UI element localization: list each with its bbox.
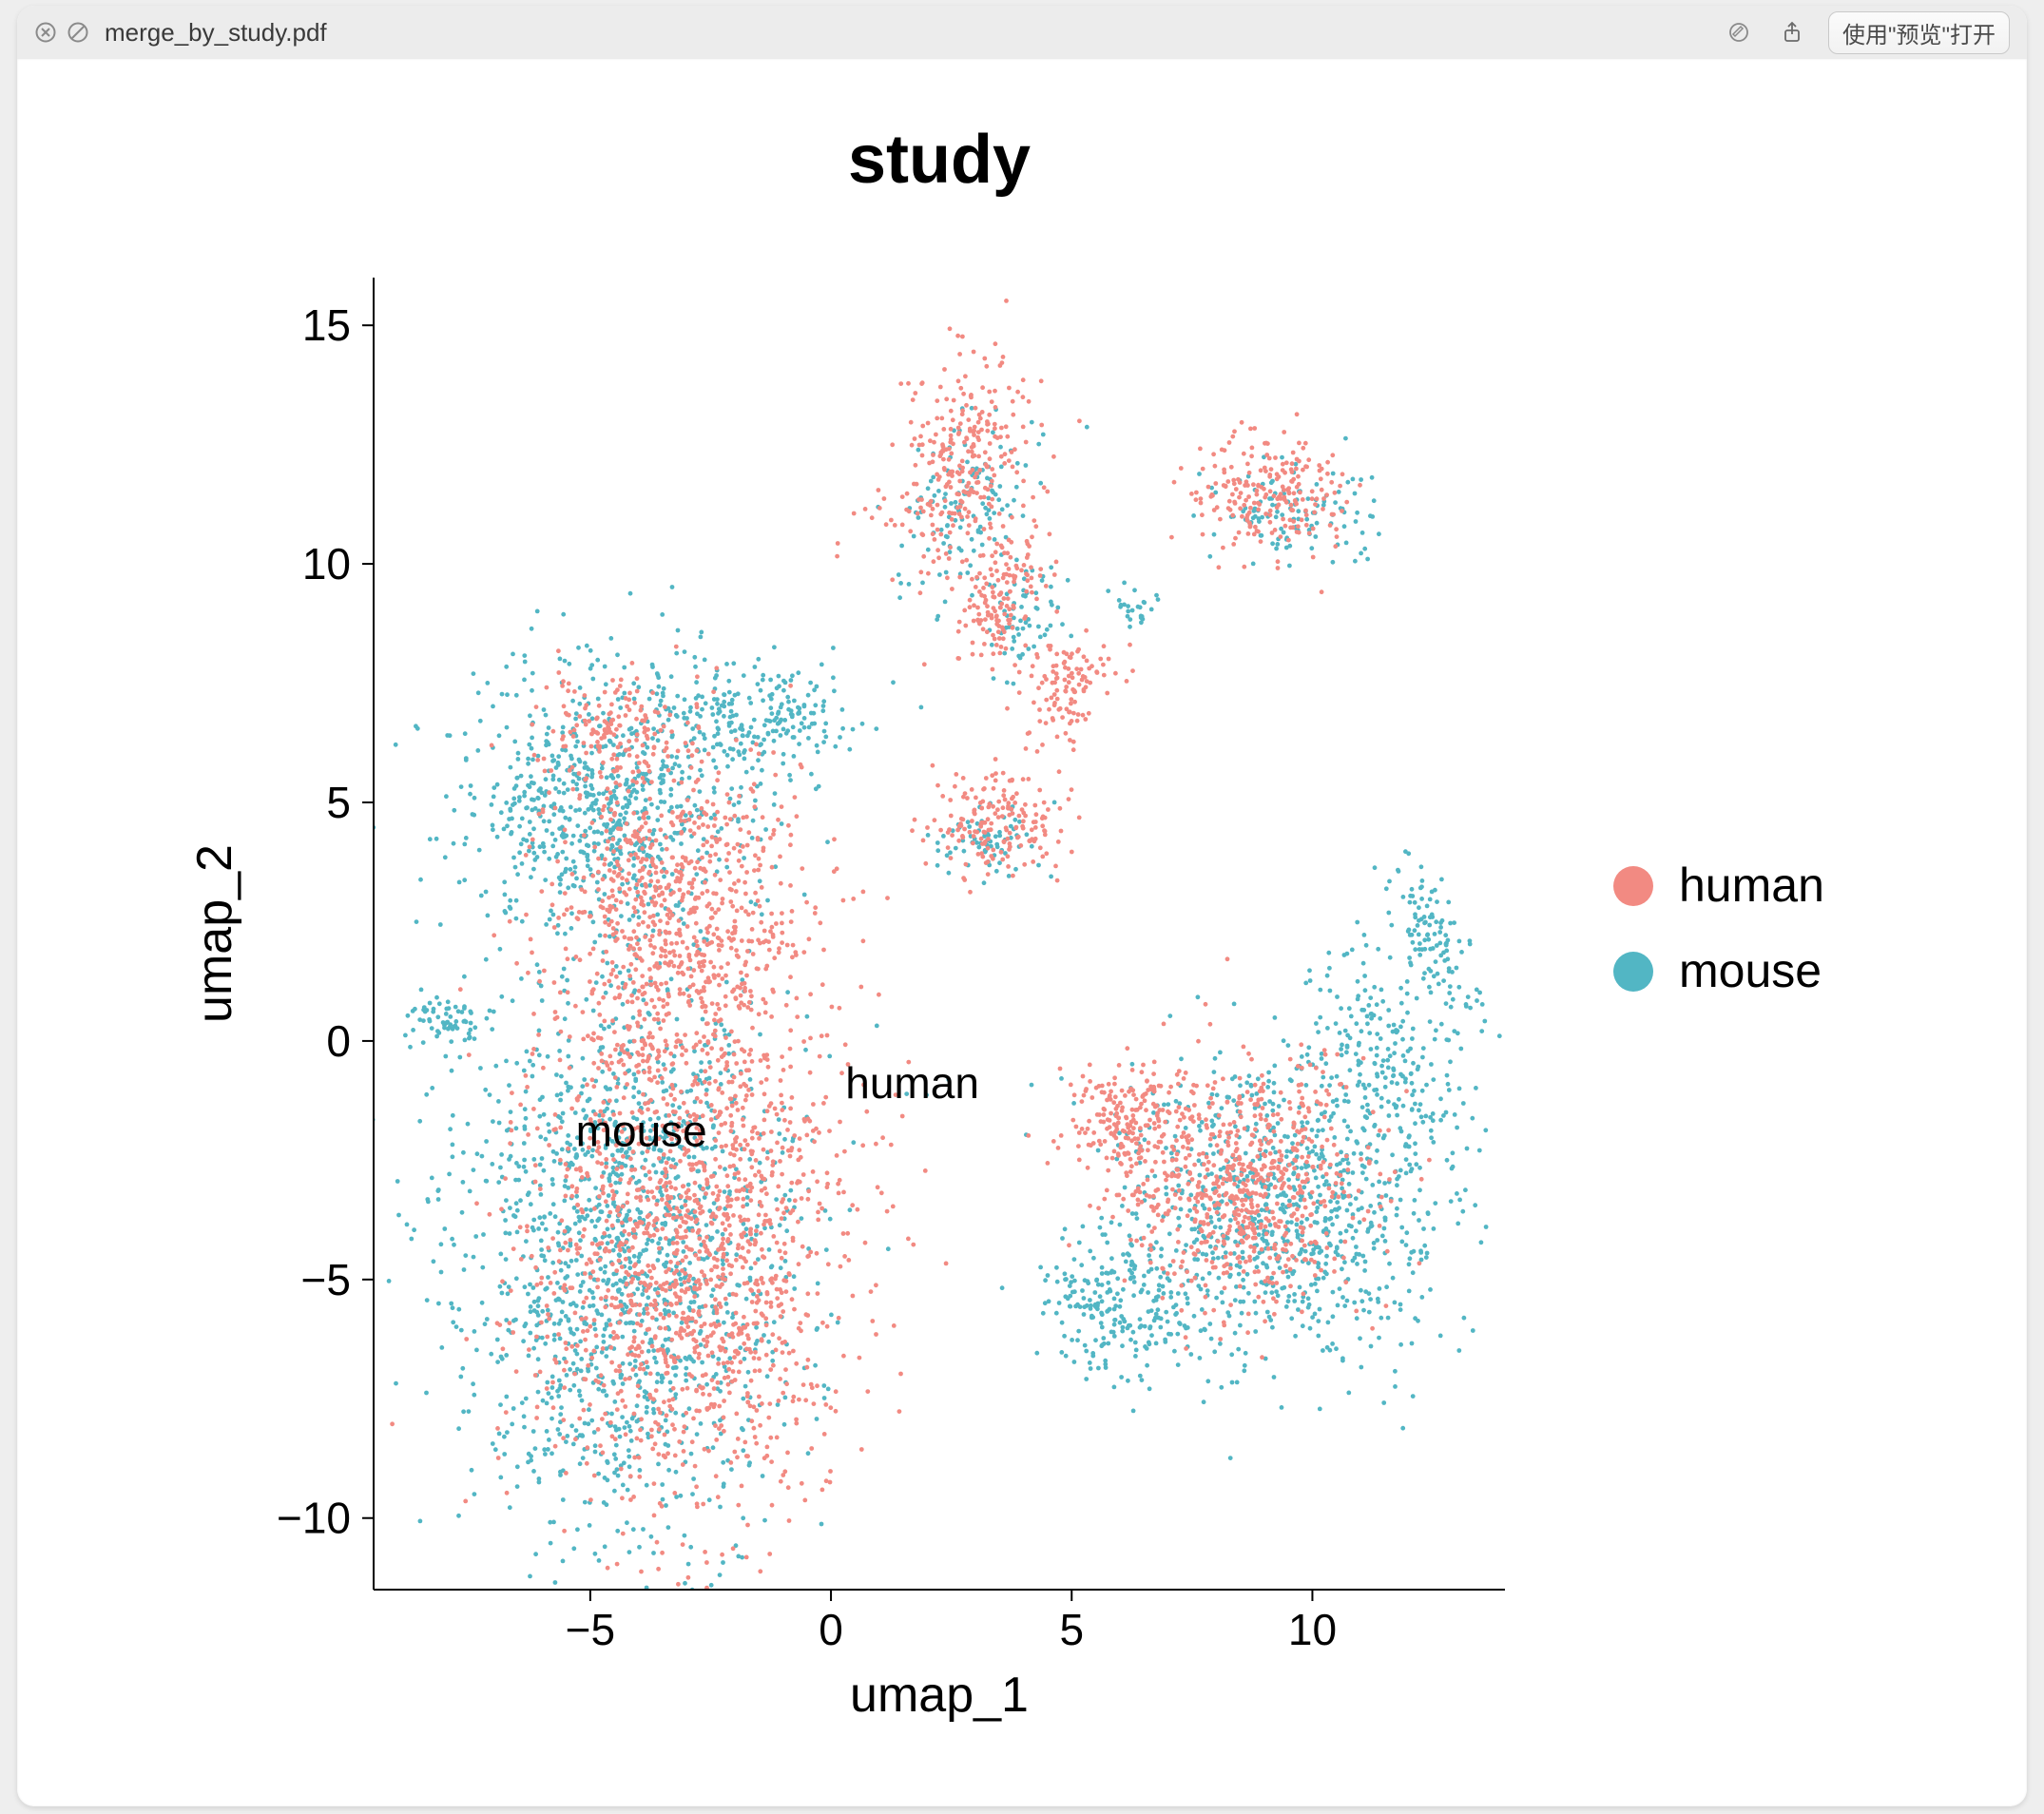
plot-title: study	[848, 122, 1031, 198]
y-tick-label: −5	[301, 1255, 351, 1304]
markup-icon[interactable]	[1726, 19, 1752, 46]
legend-label-mouse: mouse	[1679, 944, 1822, 997]
preview-window: merge_by_study.pdf 使用"预览"打开 −5 0 5 10 −10 −5 0…	[17, 6, 2027, 1806]
block-icon[interactable]	[67, 21, 89, 44]
titlebar: merge_by_study.pdf 使用"预览"打开	[17, 6, 2027, 60]
legend-swatch-human	[1613, 866, 1653, 906]
x-tick-label: 10	[1288, 1605, 1337, 1654]
annotation-human: human	[845, 1058, 979, 1108]
legend-label-human: human	[1679, 859, 1824, 912]
close-icon[interactable]	[34, 21, 57, 44]
legend-swatch-mouse	[1613, 952, 1653, 992]
open-with-button[interactable]: 使用"预览"打开	[1828, 11, 2010, 54]
x-tick-label: 5	[1059, 1605, 1084, 1654]
y-tick-label: 0	[326, 1016, 351, 1066]
x-tick-label: 0	[819, 1605, 843, 1654]
y-tick-label: −10	[277, 1494, 351, 1543]
y-axis-title: umap_2	[187, 844, 242, 1023]
y-tick-label: 15	[302, 300, 351, 350]
share-icon[interactable]	[1779, 19, 1805, 46]
annotation-mouse: mouse	[576, 1106, 707, 1155]
umap-scatter-plot: −5 0 5 10 −10 −5 0 5 10 15 umap_1 umap_2 study mouse h…	[17, 59, 2027, 1806]
x-tick-label: −5	[566, 1605, 615, 1654]
y-tick-label: 5	[326, 778, 351, 827]
pdf-page: −5 0 5 10 −10 −5 0 5 10 15 umap_1 umap_2 study mouse h…	[17, 59, 2027, 1806]
y-tick-label: 10	[302, 539, 351, 589]
file-name: merge_by_study.pdf	[105, 18, 327, 48]
x-axis-title: umap_1	[850, 1668, 1029, 1723]
